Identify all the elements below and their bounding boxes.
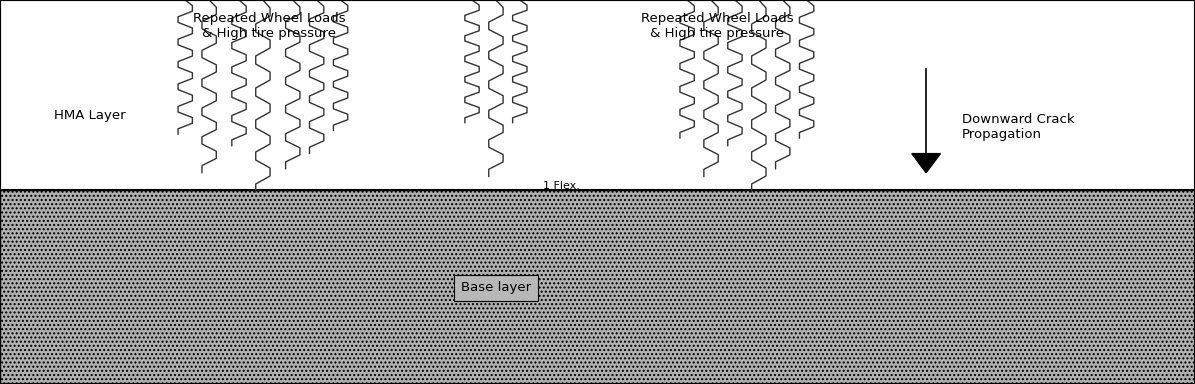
Text: Downward Crack
Propagation: Downward Crack Propagation <box>962 113 1074 141</box>
Bar <box>0 190 1195 384</box>
Bar <box>0 0 1195 190</box>
Text: HMA Layer: HMA Layer <box>54 109 125 122</box>
Text: 1 Flex.: 1 Flex. <box>544 181 580 191</box>
Text: Base layer: Base layer <box>461 281 531 295</box>
Text: Repeated Wheel Loads
& High tire pressure: Repeated Wheel Loads & High tire pressur… <box>192 12 345 40</box>
Polygon shape <box>912 154 940 173</box>
Text: Repeated Wheel Loads
& High tire pressure: Repeated Wheel Loads & High tire pressur… <box>641 12 793 40</box>
